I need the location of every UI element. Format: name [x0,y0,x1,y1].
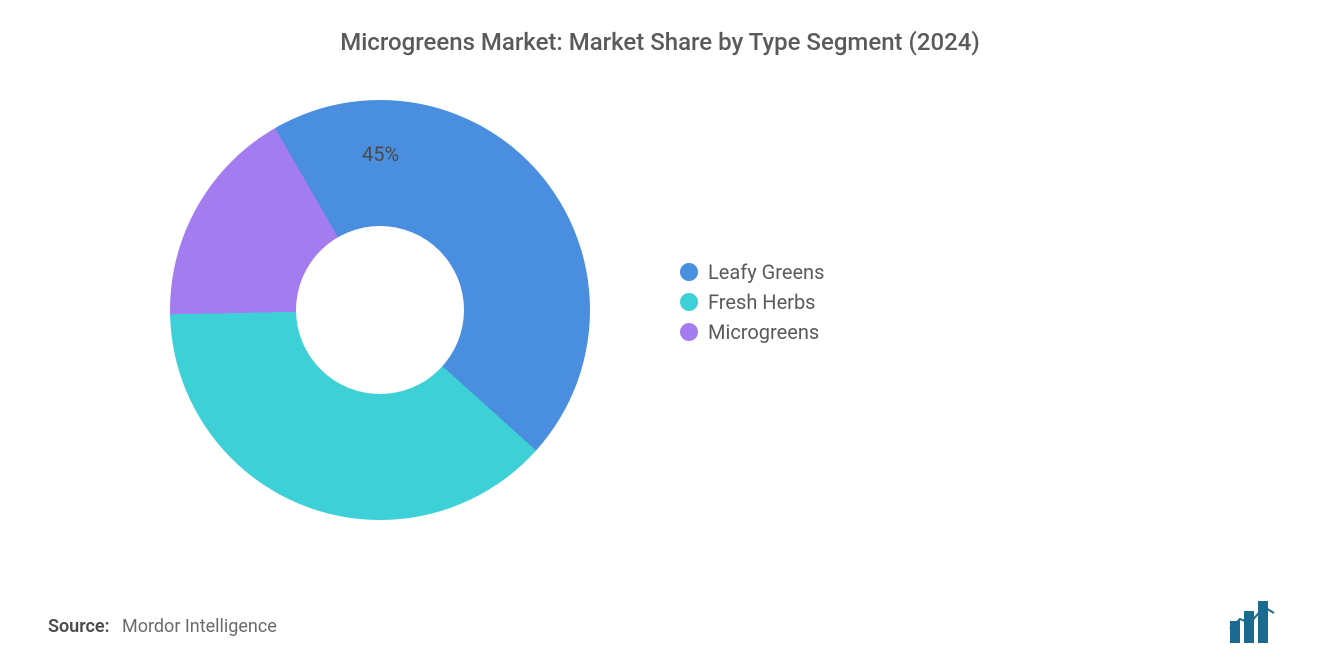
legend-label: Microgreens [708,320,819,344]
mordor-logo [1226,601,1290,643]
legend-swatch [680,323,698,341]
legend-swatch [680,293,698,311]
legend-item: Microgreens [680,320,824,344]
chart-title: Microgreens Market: Market Share by Type… [0,28,1320,56]
source-value: Mordor Intelligence [122,616,277,637]
legend-swatch [680,263,698,281]
legend-label: Fresh Herbs [708,290,816,314]
donut-chart: 45% [170,100,590,520]
legend-label: Leafy Greens [708,260,824,284]
legend-item: Leafy Greens [680,260,824,284]
slice-label: 45% [362,142,399,166]
legend-item: Fresh Herbs [680,290,824,314]
source-label: Source: [48,616,110,637]
source-footer: Source: Mordor Intelligence [48,616,277,637]
chart-legend: Leafy Greens Fresh Herbs Microgreens [680,260,824,350]
